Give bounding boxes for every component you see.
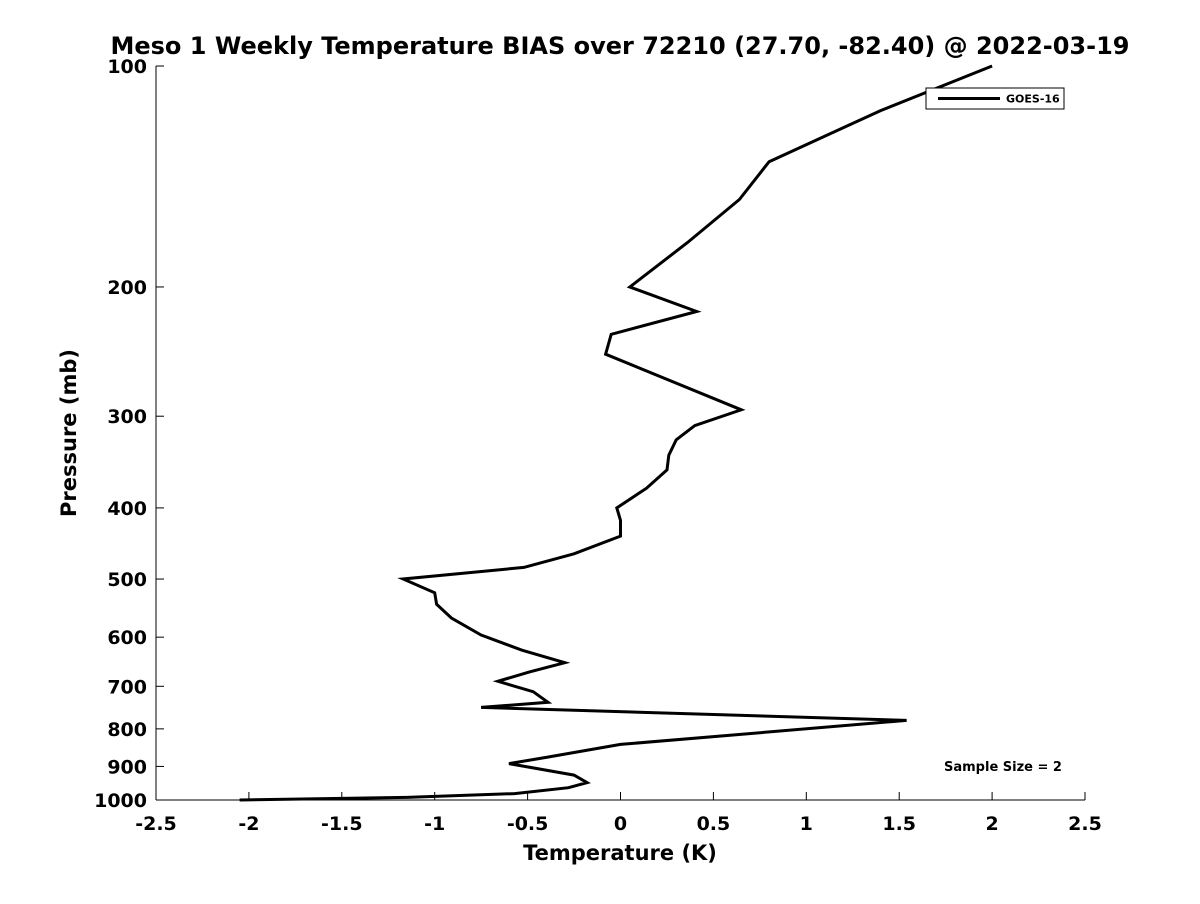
x-tick-label: 1: [800, 813, 813, 835]
y-tick-label: 400: [107, 498, 147, 520]
y-tick-label: 600: [107, 627, 147, 649]
series-line-goes-16: [239, 64, 993, 802]
x-tick-label: 0: [614, 813, 627, 835]
x-tick-label: 1.5: [882, 813, 916, 835]
y-tick-label: 1000: [94, 790, 147, 812]
y-tick-label: 300: [107, 406, 147, 428]
legend: GOES-16: [925, 87, 1065, 110]
y-axis-ticks: 100 200 300 400 500 600 700 800 900 1000: [94, 56, 164, 812]
y-tick-label: 500: [107, 569, 147, 591]
y-tick-label: 100: [107, 56, 147, 78]
x-tick-label: 2: [985, 813, 998, 835]
x-tick-label: -2: [238, 813, 259, 835]
x-tick-label: -2.5: [135, 813, 177, 835]
x-tick-label: -1: [424, 813, 445, 835]
x-axis-label: Temperature (K): [523, 841, 717, 865]
y-tick-label: 800: [107, 719, 147, 741]
sample-size-annotation: Sample Size = 2: [944, 760, 1062, 775]
y-axis-label: Pressure (mb): [57, 349, 81, 517]
x-axis-ticks: -2.5 -2 -1.5 -1 -0.5 0 0.5 1 1.5 2 2.5: [135, 792, 1102, 835]
legend-entry-goes-16: GOES-16: [1006, 93, 1060, 106]
y-tick-label: 900: [107, 756, 147, 778]
x-tick-label: -1.5: [321, 813, 363, 835]
x-tick-label: -0.5: [507, 813, 549, 835]
x-tick-label: 0.5: [697, 813, 731, 835]
y-tick-label: 200: [107, 277, 147, 299]
plot-area: -2.5 -2 -1.5 -1 -0.5 0 0.5 1 1.5 2 2.5 100 200 300 40…: [94, 56, 1102, 835]
y-tick-label: 700: [107, 676, 147, 698]
chart-title: Meso 1 Weekly Temperature BIAS over 7221…: [110, 32, 1129, 60]
x-tick-label: 2.5: [1068, 813, 1102, 835]
